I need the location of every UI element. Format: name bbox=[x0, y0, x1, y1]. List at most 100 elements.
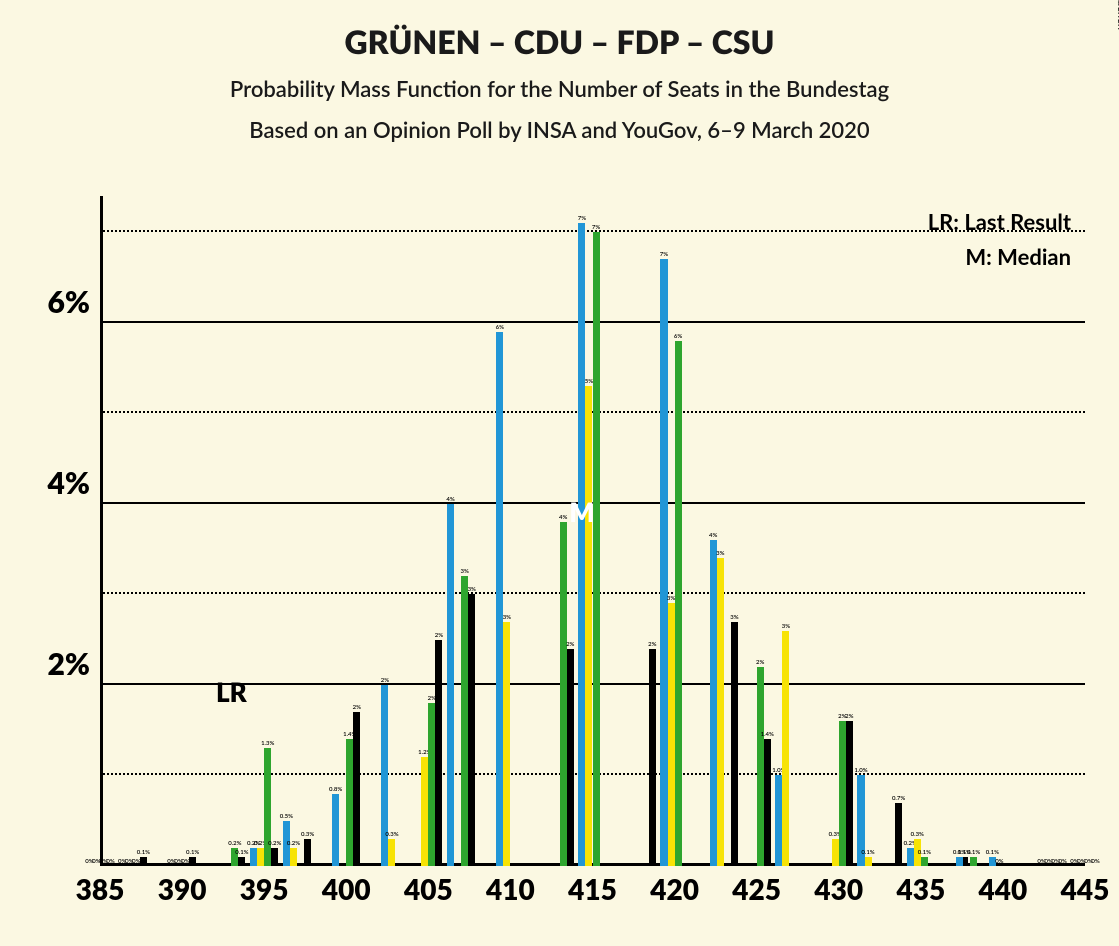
bar-grünen bbox=[593, 232, 600, 866]
bar-value-label: 2% bbox=[648, 641, 656, 648]
bar-value-label: 2% bbox=[756, 659, 764, 666]
bar-fdp bbox=[865, 857, 872, 866]
bar-value-label: 2% bbox=[353, 704, 361, 711]
legend-m: M: Median bbox=[928, 239, 1071, 274]
bar-value-label: 7% bbox=[592, 224, 600, 231]
x-tick-label: 445 bbox=[1061, 866, 1110, 906]
chart-subtitle-1: Probability Mass Function for the Number… bbox=[0, 75, 1119, 102]
bar-csu bbox=[846, 721, 853, 866]
bar-csu bbox=[764, 739, 771, 866]
x-tick-label: 425 bbox=[732, 866, 781, 906]
legend-lr: LR: Last Result bbox=[928, 204, 1071, 239]
bar-cdu bbox=[578, 223, 585, 866]
bar-cdu bbox=[956, 857, 963, 866]
bar-grünen bbox=[560, 522, 567, 866]
bar-value-label: 0% bbox=[1059, 858, 1067, 865]
bar-grünen bbox=[970, 857, 977, 866]
chart-title: GRÜNEN – CDU – FDP – CSU bbox=[0, 22, 1119, 61]
bar-fdp bbox=[388, 839, 395, 866]
bar-value-label: 0.2% bbox=[268, 840, 281, 847]
bar-cdu bbox=[907, 848, 914, 866]
bar-grünen bbox=[839, 721, 846, 866]
bar-value-label: 3% bbox=[461, 568, 469, 575]
x-tick-label: 430 bbox=[814, 866, 863, 906]
bar-csu bbox=[649, 649, 656, 866]
bar-cdu bbox=[660, 259, 667, 866]
bar-value-label: 4% bbox=[559, 514, 567, 521]
bar-grünen bbox=[675, 341, 682, 866]
x-tick-label: 415 bbox=[568, 866, 617, 906]
x-tick-label: 435 bbox=[896, 866, 945, 906]
bar-csu bbox=[468, 594, 475, 866]
bar-fdp bbox=[782, 631, 789, 866]
x-tick-label: 410 bbox=[486, 866, 535, 906]
annotation-median: M bbox=[569, 496, 594, 528]
bar-value-label: 0.1% bbox=[918, 849, 931, 856]
bar-value-label: 0.1% bbox=[986, 849, 999, 856]
bar-value-label: 2% bbox=[845, 713, 853, 720]
bar-value-label: 0.1% bbox=[967, 849, 980, 856]
bar-fdp bbox=[290, 848, 297, 866]
bar-cdu bbox=[496, 332, 503, 866]
bar-value-label: 6% bbox=[674, 333, 682, 340]
bar-fdp bbox=[585, 386, 592, 866]
bar-value-label: 2% bbox=[381, 677, 389, 684]
bar-value-label: 3% bbox=[468, 586, 476, 593]
bar-value-label: 0.2% bbox=[287, 840, 300, 847]
bar-csu bbox=[238, 857, 245, 866]
bar-grünen bbox=[921, 857, 928, 866]
bar-cdu bbox=[447, 504, 454, 866]
legend-box: LR: Last Result M: Median bbox=[928, 204, 1071, 274]
bar-grünen bbox=[346, 739, 353, 866]
bar-csu bbox=[140, 857, 147, 866]
bar-value-label: 7% bbox=[578, 215, 586, 222]
y-axis bbox=[100, 196, 103, 866]
x-tick-label: 385 bbox=[76, 866, 125, 906]
copyright-text: © 2021 Filip van Laenen bbox=[1115, 0, 1119, 30]
bar-csu bbox=[271, 848, 278, 866]
chart-subtitle-2: Based on an Opinion Poll by INSA and You… bbox=[0, 116, 1119, 143]
bar-fdp bbox=[668, 603, 675, 866]
bar-value-label: 0% bbox=[1091, 858, 1099, 865]
bar-csu bbox=[731, 622, 738, 866]
bar-value-label: 1.4% bbox=[761, 731, 774, 738]
bar-fdp bbox=[717, 558, 724, 866]
annotation-lr: LR bbox=[216, 676, 247, 708]
bar-grünen bbox=[757, 667, 764, 866]
bar-csu bbox=[895, 803, 902, 866]
x-tick-label: 390 bbox=[158, 866, 207, 906]
bar-value-label: 0.2% bbox=[228, 840, 241, 847]
bar-value-label: 1.0% bbox=[854, 767, 867, 774]
x-tick-label: 395 bbox=[240, 866, 289, 906]
bar-value-label: 3% bbox=[730, 614, 738, 621]
bar-value-label: 2% bbox=[435, 632, 443, 639]
bar-value-label: 0.1% bbox=[186, 849, 199, 856]
bar-value-label: 0.5% bbox=[280, 813, 293, 820]
bar-cdu bbox=[710, 540, 717, 866]
bar-grünen bbox=[428, 703, 435, 866]
bar-value-label: 0% bbox=[995, 858, 1003, 865]
bar-cdu bbox=[381, 685, 388, 866]
bar-value-label: 1.3% bbox=[261, 740, 274, 747]
x-tick-label: 420 bbox=[650, 866, 699, 906]
x-tick-label: 400 bbox=[322, 866, 371, 906]
bar-value-label: 0.1% bbox=[235, 849, 248, 856]
bar-csu bbox=[353, 712, 360, 866]
y-tick-label: 4% bbox=[48, 465, 100, 501]
bar-value-label: 4% bbox=[446, 496, 454, 503]
bar-value-label: 0.8% bbox=[329, 786, 342, 793]
chart-plot-area: LR: Last Result M: Median 2%4%6%38539039… bbox=[100, 196, 1085, 866]
bar-value-label: 0% bbox=[106, 858, 114, 865]
bar-value-label: 0.3% bbox=[911, 831, 924, 838]
bar-value-label: 3% bbox=[716, 550, 724, 557]
bar-cdu bbox=[775, 775, 782, 866]
bar-value-label: 0.1% bbox=[137, 849, 150, 856]
bar-csu bbox=[189, 857, 196, 866]
bar-value-label: 0.3% bbox=[385, 831, 398, 838]
y-tick-label: 6% bbox=[48, 284, 100, 320]
bar-csu bbox=[435, 640, 442, 866]
bar-fdp bbox=[421, 757, 428, 866]
bar-value-label: 0.7% bbox=[892, 795, 905, 802]
bar-cdu bbox=[332, 794, 339, 866]
bar-value-label: 2% bbox=[566, 641, 574, 648]
